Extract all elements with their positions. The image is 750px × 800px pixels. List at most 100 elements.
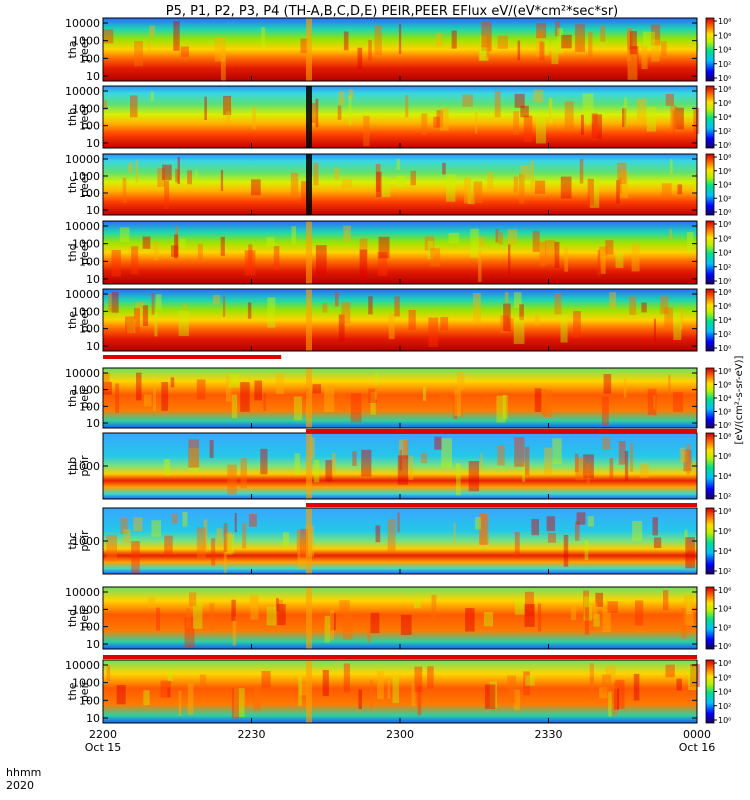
spectrogram-streak [424, 236, 435, 251]
spectrogram-streak [338, 90, 345, 106]
spectrogram-streak [433, 116, 440, 128]
spectrogram-streak [377, 252, 388, 276]
spectrogram-streak [563, 534, 569, 567]
spectrogram-streak [495, 229, 499, 243]
spectrogram-streak [481, 21, 492, 51]
x-tick-time-label: 2200 [89, 728, 117, 741]
colorbar [705, 586, 715, 650]
spectrogram-streak [448, 232, 460, 243]
spectrogram-streak [560, 314, 568, 343]
spectrogram-streak [261, 671, 271, 688]
spectrogram-streak [358, 689, 362, 709]
spectrogram-streak [627, 27, 633, 47]
spectrogram-streak [403, 440, 409, 460]
spectrogram-streak [614, 679, 625, 709]
spectrogram-streak [249, 514, 257, 527]
spectrogram-streak [618, 441, 626, 465]
spectrogram-streak [240, 382, 250, 412]
spectrogram-streak [629, 31, 637, 55]
spectrogram-streak [260, 448, 268, 475]
spectrogram-streak [542, 389, 553, 417]
spectrogram-streak [440, 107, 449, 131]
panel-species-label: peir [78, 607, 91, 629]
spectrogram-streak [557, 28, 564, 54]
spectrogram-streak [473, 293, 481, 323]
panel-species-label: peer [78, 104, 91, 130]
spectrogram-streak [315, 245, 327, 276]
spectrogram-image [103, 221, 697, 284]
spectrogram-streak [513, 176, 519, 193]
spectrogram-streak [587, 516, 594, 527]
spectrogram-streak [242, 522, 247, 549]
spectrogram-streak [682, 451, 689, 462]
colorbar-tick-label: 10⁴ [718, 46, 731, 55]
spectrogram-streak [350, 393, 362, 423]
spectrogram-streak [227, 464, 237, 495]
spectrogram-streak [484, 684, 496, 709]
spectrogram-streak [405, 95, 409, 118]
spectrogram-streak [539, 241, 547, 267]
y-tick-label: 100 [79, 621, 100, 634]
spectrogram-streak [616, 180, 620, 204]
spectrogram-streak [677, 184, 683, 195]
spectrogram-streak [167, 671, 173, 681]
spectrogram-streak [486, 35, 490, 57]
spectrogram-streak [670, 159, 673, 174]
spectrogram-streak [595, 592, 603, 607]
spectrogram-image [103, 587, 697, 649]
spectrogram-streak [534, 180, 546, 194]
colorbar [705, 288, 715, 352]
spectrogram-streak [605, 240, 614, 255]
spectrogram-streak [686, 594, 692, 615]
quality-flag-bar [103, 655, 697, 659]
spectrogram-streak [120, 518, 128, 534]
spectrogram-streak [514, 532, 520, 559]
spectrogram-streak [388, 313, 395, 340]
spectrogram-streak [551, 40, 559, 65]
spectrogram-streak [381, 177, 391, 198]
spectrogram-streak [234, 513, 237, 533]
spectrogram-streak [267, 297, 276, 328]
panel-thb-peer: thb peer 10000 1000 100 10 10⁸ 10⁶ 10⁴ 10² 10⁰ [65, 85, 731, 150]
spectrogram-streak [513, 316, 525, 344]
spectrogram-streak [650, 24, 661, 46]
spectrogram-streak [668, 374, 671, 402]
spectrogram-streak [640, 462, 649, 478]
event-marker-band [306, 508, 312, 574]
spectrogram-streak [507, 229, 518, 245]
spectrogram-streak [582, 93, 594, 123]
spectrogram-streak [543, 389, 546, 416]
spectrogram-streak [508, 244, 511, 276]
panel-probe-label: thb [66, 108, 79, 126]
spectrogram-streak [641, 45, 648, 70]
spectrogram-streak [400, 614, 412, 635]
spectrogram-streak [330, 609, 334, 641]
spectrogram-streak [367, 615, 371, 643]
spectrogram-streak [575, 521, 580, 541]
spectrogram-streak [134, 308, 140, 332]
spectrogram-streak [579, 158, 584, 184]
spectrogram-streak [151, 292, 155, 315]
spectrogram-streak [133, 517, 143, 532]
y-tick-label: 10 [86, 204, 100, 217]
spectrogram-streak [660, 296, 669, 314]
spectrogram-streak [220, 169, 224, 191]
spectrogram-streak [468, 461, 480, 492]
colorbar-tick-label: 10⁰ [718, 716, 731, 725]
spectrogram-streak [189, 592, 197, 607]
spectrogram-streak [173, 21, 180, 51]
colorbar-tick-label: 10⁸ [718, 288, 731, 297]
spectrogram-streak [602, 609, 611, 633]
y-tick-label: 10 [86, 340, 100, 353]
panel-probe-label: thb [66, 457, 79, 475]
spectrogram-streak [377, 671, 384, 700]
spectrogram-streak [338, 314, 345, 342]
spectrogram-streak [123, 528, 131, 543]
spectrogram-streak [574, 453, 579, 473]
spectrogram-streak [514, 598, 525, 615]
spectrogram-streak [223, 95, 232, 116]
spectrogram-streak [111, 292, 119, 313]
spectrogram-streak [359, 238, 368, 260]
spectrogram-streak [597, 250, 600, 276]
